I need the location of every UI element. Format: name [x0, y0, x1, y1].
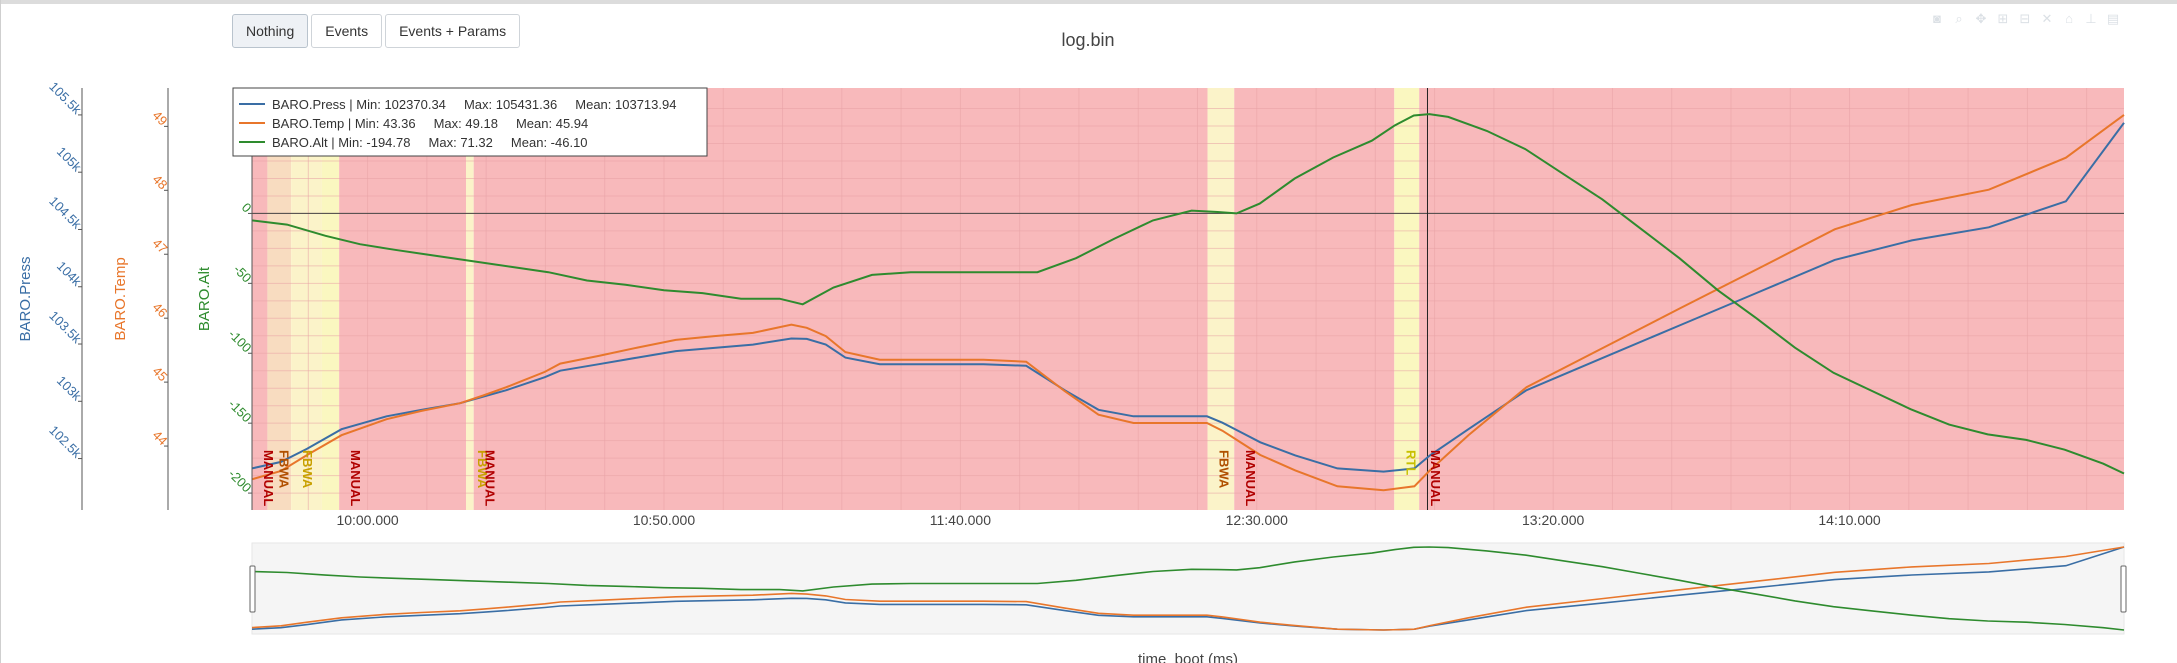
- mode-region-3: [321, 88, 340, 510]
- x-tick-label-0: 10:00.000: [336, 512, 398, 528]
- mode-region-8: [1234, 88, 1395, 510]
- alt-tick-label-0: -200: [225, 466, 254, 495]
- events-button[interactable]: Events: [311, 14, 383, 48]
- pan-icon[interactable]: ✥: [1975, 11, 1987, 26]
- mode-label-9: RTL: [1403, 450, 1418, 475]
- range-slider[interactable]: [249, 542, 2127, 635]
- mode-label-6: MANUAL: [483, 450, 498, 506]
- mode-label-7: FBWA: [1217, 450, 1232, 489]
- alt-tick-label-1: -150: [225, 396, 254, 425]
- zoom-icon[interactable]: ⌕: [1955, 11, 1963, 26]
- range-slider-line-baro-press: [251, 546, 2125, 631]
- mode-regions: [252, 88, 2124, 510]
- legend-entry-1: BARO.Temp | Min: 43.36 Max: 49.18 Mean: …: [272, 116, 588, 131]
- mode-label-5: FBWA: [475, 450, 490, 489]
- events-params-button[interactable]: Events + Params: [385, 14, 521, 48]
- press-tick-label-5: 105k: [54, 144, 85, 175]
- series-line-baro-press: [251, 122, 2125, 473]
- temp-tick-label-4: 48: [150, 172, 171, 193]
- mode-region-4: [339, 88, 466, 510]
- series-line-baro-alt: [251, 113, 2125, 475]
- x-tick-label-1: 10:50.000: [633, 512, 695, 528]
- mode-label-8: MANUAL: [1243, 450, 1258, 506]
- x-axis-ticks: 10:00.000 10:50.000 11:40.000 12:30.000 13:2…: [336, 512, 1880, 528]
- mode-label-2: FBWA: [300, 450, 315, 489]
- legend: BARO.Press | Min: 102370.34 Max: 105431.…: [232, 87, 708, 157]
- alt-tick-label-3: -50: [231, 262, 255, 286]
- range-slider-handle-right[interactable]: [2120, 565, 2127, 613]
- press-tick-label-3: 104k: [54, 258, 85, 289]
- autoscale-icon[interactable]: ✕: [2041, 11, 2053, 26]
- temp-tick-label-0: 44: [150, 427, 171, 448]
- x-axis-title: time_boot (ms): [1138, 651, 1238, 663]
- spike-lines-icon[interactable]: ⊥: [2085, 11, 2097, 26]
- annotation-mode-toggle: Nothing Events Events + Params: [232, 14, 521, 48]
- x-tick-label-2: 11:40.000: [930, 512, 991, 528]
- temp-axis-title: BARO.Temp: [112, 257, 129, 340]
- chart-title: log.bin: [1061, 30, 1114, 50]
- temp-tick-label-3: 47: [150, 236, 171, 257]
- mode-region-6: [473, 88, 1208, 510]
- mode-label-0: MANUAL: [261, 450, 276, 506]
- press-tick-label-0: 102.5k: [46, 422, 85, 461]
- legend-entry-2: BARO.Alt | Min: -194.78 Max: 71.32 Mean:…: [272, 135, 588, 150]
- press-tick-label-2: 103.5k: [46, 308, 85, 347]
- mode-label-1: FBWA: [276, 450, 291, 489]
- mode-region-2: [291, 88, 322, 510]
- mode-region-1: [267, 88, 292, 510]
- range-slider-bg: [251, 542, 2125, 635]
- mode-region-0: [252, 88, 268, 510]
- alt-tick-label-2: -100: [225, 326, 254, 355]
- press-tick-label-6: 105.5k: [46, 79, 85, 118]
- press-axis-title: BARO.Press: [17, 256, 34, 341]
- window-left-border: [0, 0, 1, 663]
- x-tick-label-5: 14:10.000: [1818, 512, 1880, 528]
- press-tick-label-1: 103k: [54, 373, 85, 404]
- press-tick-label-4: 104.5k: [46, 193, 85, 232]
- mode-label-10: MANUAL: [1428, 450, 1443, 506]
- x-tick-label-3: 12:30.000: [1226, 512, 1288, 528]
- temp-tick-label-5: 49: [150, 108, 171, 129]
- mode-label-4: MANUAL: [348, 450, 363, 506]
- temp-tick-label-1: 45: [150, 363, 171, 384]
- x-tick-label-4: 13:20.000: [1522, 512, 1584, 528]
- compare-hover-icon[interactable]: ▤: [2106, 11, 2120, 26]
- mode-region-9: [1394, 88, 1420, 510]
- y-axes: 102.5k 103k 103.5k 104k 104.5k 105k 105.5k BARO…: [17, 79, 254, 510]
- legend-entry-0: BARO.Press | Min: 102370.34 Max: 105431.…: [272, 97, 676, 112]
- zoom-out-icon[interactable]: ⊟: [2019, 11, 2031, 26]
- window-top-border: [0, 0, 2177, 4]
- nothing-button[interactable]: Nothing: [232, 14, 309, 48]
- temp-tick-label-2: 46: [150, 299, 171, 320]
- series-lines: [251, 113, 2125, 492]
- alt-axis-title: BARO.Alt: [196, 266, 213, 331]
- range-slider-line-baro-temp: [251, 546, 2125, 631]
- range-slider-line-baro-alt: [251, 546, 2125, 631]
- mode-region-5: [465, 88, 474, 510]
- zoom-in-icon[interactable]: ⊞: [1997, 11, 2009, 26]
- legend-box: [232, 87, 708, 157]
- mode-region-7: [1207, 88, 1235, 510]
- reset-axes-icon[interactable]: ⌂: [2065, 11, 2073, 26]
- mode-region-10: [1419, 88, 2124, 510]
- camera-icon[interactable]: ◙: [1933, 11, 1941, 26]
- range-slider-handle-left[interactable]: [249, 565, 256, 613]
- plot-modebar: ◙ ⌕ ✥ ⊞ ⊟ ✕ ⌂ ⊥ ▤: [1930, 12, 2120, 26]
- series-line-baro-temp: [251, 114, 2125, 492]
